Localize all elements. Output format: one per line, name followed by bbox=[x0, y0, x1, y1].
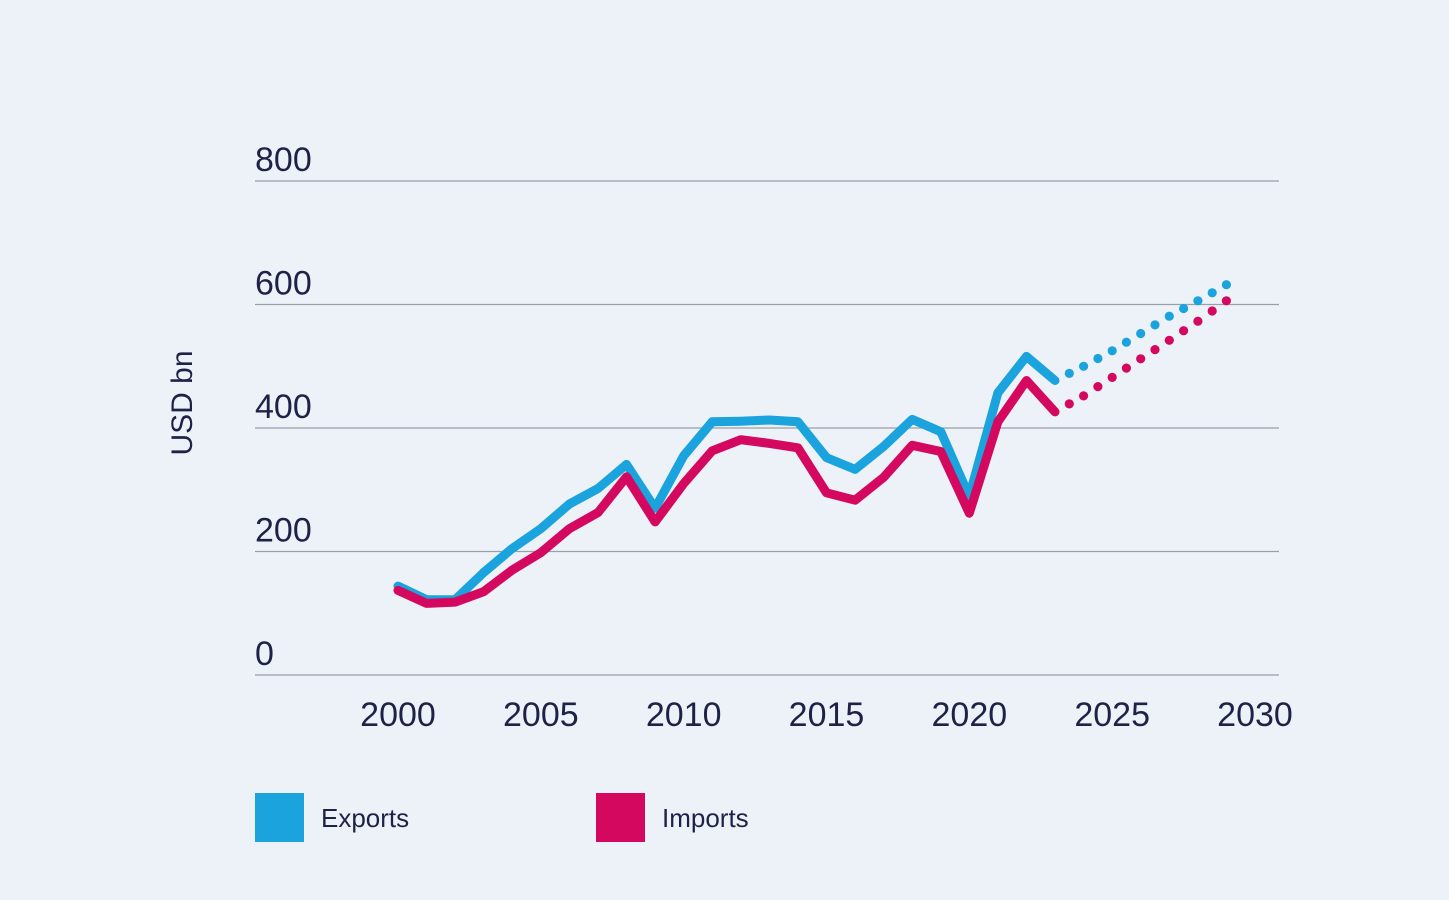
legend-label: Imports bbox=[662, 803, 749, 833]
legend-item-imports: Imports bbox=[596, 793, 749, 842]
series-exports bbox=[393, 280, 1231, 605]
forecast-dot bbox=[1207, 288, 1217, 298]
line-imports bbox=[393, 376, 1060, 608]
forecast-dot bbox=[1221, 296, 1231, 306]
forecast-dot bbox=[1121, 363, 1131, 373]
series bbox=[393, 280, 1231, 608]
x-tick-label: 2010 bbox=[646, 696, 722, 734]
forecast-dot bbox=[1121, 337, 1131, 347]
x-tick-label: 2015 bbox=[789, 696, 865, 734]
x-tick-label: 2005 bbox=[503, 696, 579, 734]
legend-label: Exports bbox=[321, 803, 409, 833]
x-tick-label: 2025 bbox=[1074, 696, 1150, 734]
forecast-dot bbox=[1136, 328, 1146, 339]
y-axis-label: USD bn bbox=[166, 350, 199, 455]
forecast-dot bbox=[1079, 391, 1089, 401]
legend-swatch bbox=[255, 793, 304, 842]
forecast-dot bbox=[1164, 335, 1174, 345]
y-tick-label: 400 bbox=[255, 388, 312, 426]
forecast-exports bbox=[1064, 280, 1231, 378]
forecast-dot bbox=[1150, 320, 1160, 330]
forecast-dot bbox=[1164, 311, 1174, 321]
forecast-dot bbox=[1107, 346, 1117, 356]
forecast-dot bbox=[1193, 316, 1203, 326]
forecast-dot bbox=[1179, 326, 1189, 336]
forecast-dot bbox=[1079, 361, 1089, 371]
forecast-dot bbox=[1136, 354, 1146, 364]
y-tick-label: 200 bbox=[255, 512, 312, 550]
y-tick-label: 800 bbox=[255, 141, 312, 179]
legend-item-exports: Exports bbox=[255, 793, 409, 842]
forecast-dot bbox=[1179, 303, 1189, 314]
y-axis-ticks: 0 200 400 600 800 bbox=[255, 141, 312, 673]
series-imports bbox=[393, 296, 1231, 608]
forecast-dot bbox=[1107, 372, 1117, 382]
x-axis-ticks: 2000 2005 2010 2015 2020 2025 2030 bbox=[360, 696, 1293, 734]
forecast-dot bbox=[1064, 399, 1074, 409]
grid bbox=[255, 180, 1279, 676]
forecast-imports bbox=[1064, 296, 1231, 409]
x-tick-label: 2000 bbox=[360, 696, 436, 734]
forecast-dot bbox=[1093, 353, 1103, 364]
forecast-dot bbox=[1207, 306, 1217, 316]
line-exports bbox=[393, 351, 1060, 605]
forecast-dot bbox=[1193, 296, 1203, 306]
forecast-dot bbox=[1064, 368, 1074, 378]
y-tick-label: 600 bbox=[255, 265, 312, 303]
legend: Exports Imports bbox=[255, 793, 749, 842]
forecast-dot bbox=[1221, 280, 1231, 290]
x-tick-label: 2030 bbox=[1217, 696, 1293, 734]
y-tick-label: 0 bbox=[255, 635, 274, 673]
forecast-dot bbox=[1093, 382, 1103, 392]
forecast-dot bbox=[1150, 345, 1160, 355]
legend-swatch bbox=[596, 793, 645, 842]
x-tick-label: 2020 bbox=[932, 696, 1008, 734]
